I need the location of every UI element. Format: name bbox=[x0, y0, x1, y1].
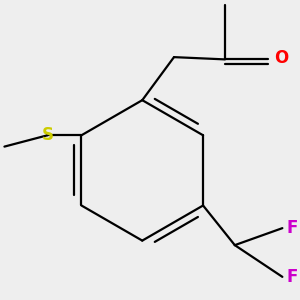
Text: O: O bbox=[274, 49, 288, 67]
Text: F: F bbox=[287, 268, 298, 286]
Text: F: F bbox=[287, 219, 298, 237]
Text: S: S bbox=[41, 126, 53, 144]
